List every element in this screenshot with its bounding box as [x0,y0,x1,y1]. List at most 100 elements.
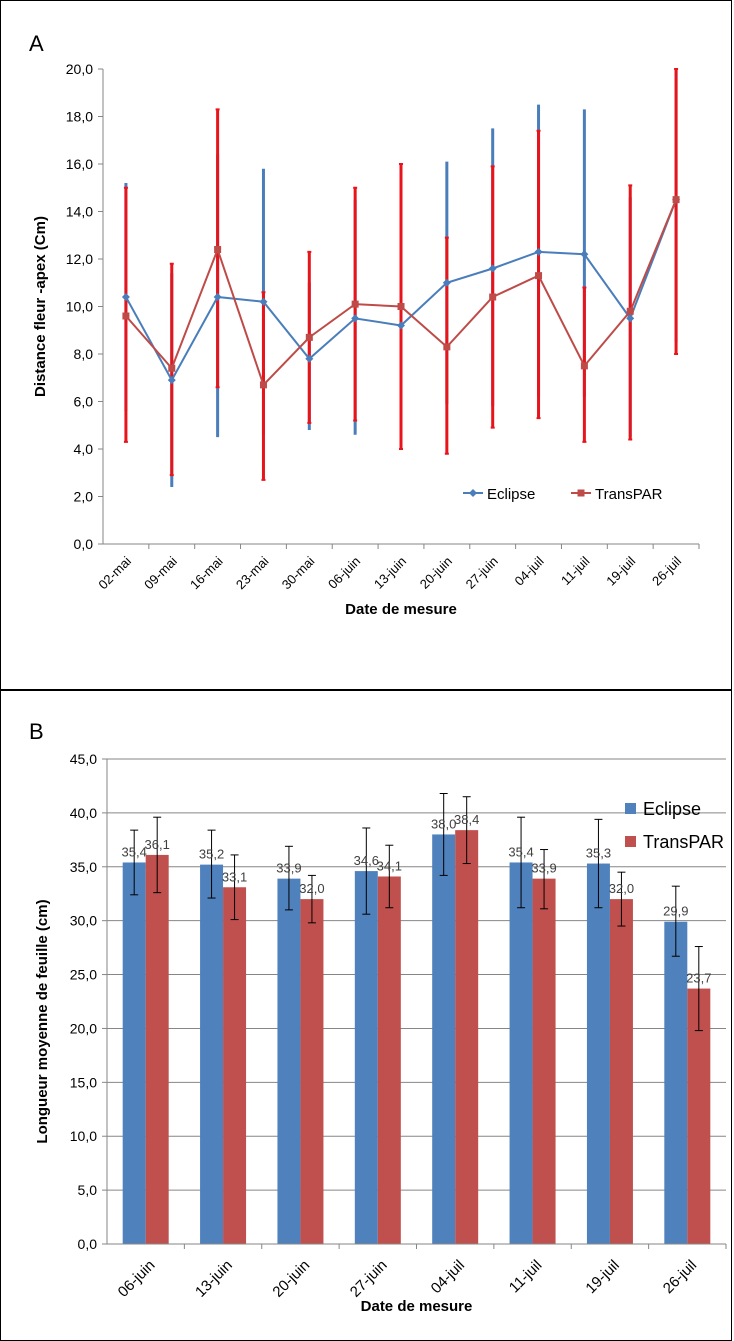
legend-eclipse-label: Eclipse [487,486,535,503]
chart-panel-b: B 0,0 5,0 10,0 15,0 20,0 25,0 30,0 35,0 40,0 45,0… [0,690,732,1341]
legend-transpar-label: TransPAR [595,486,663,503]
transpar-data-point [214,246,222,253]
data-label: 38,0 [431,816,456,831]
eclipse-bar [509,862,533,1244]
legend-eclipse-swatch [625,803,636,814]
transpar-data-point [259,381,267,389]
y-tick-label: 0,0 [74,536,94,552]
eclipse-data-point [580,250,589,259]
y-tick-label: 6,0 [74,394,94,410]
eclipse-bar [586,863,610,1244]
x-tick-label: 06-juin [325,554,363,592]
legend-transpar-swatch [625,836,636,847]
x-tick-label: 19-juil [603,553,638,588]
data-label: 34,6 [354,853,379,868]
transpar-data-point [305,333,313,341]
x-tick-label: 19-juil [582,1257,622,1297]
legend-eclipse-marker [469,489,477,497]
y-tick-label: 15,0 [70,1074,97,1090]
x-tick-label: 27-juin [463,554,501,592]
transpar-bar [145,854,169,1244]
eclipse-data-point [305,354,314,363]
eclipse-data-point [397,321,405,330]
transpar-bar [300,899,324,1244]
x-axis-title: Date de mesure [345,601,457,618]
x-tick-label: 13-juin [192,1257,236,1301]
transpar-data-point [351,300,359,308]
legend-eclipse-label: Eclipse [643,799,701,819]
y-tick-label: 10,0 [66,299,93,315]
x-tick-label: 11-juil [506,1257,546,1297]
x-tick-label: 09-mai [141,553,180,592]
line-chart: 0,0 2,0 4,0 6,0 8,0 10,0 12,0 14,0 16,0 18,0 20,0 0… [32,61,700,618]
y-tick-label: 25,0 [70,967,97,983]
eclipse-bar [277,878,301,1244]
data-label: 36,1 [145,837,170,852]
data-label: 33,9 [276,861,301,876]
eclipse-data-point [213,293,222,301]
y-tick-label: 40,0 [70,805,97,821]
eclipse-data-point [626,314,635,323]
transpar-bar [687,988,711,1244]
transpar-bar [455,830,479,1244]
data-label: 33,1 [222,869,247,884]
data-label: 34,1 [377,858,402,873]
x-tick-label: 02-mai [95,553,134,592]
eclipse-data-point [167,376,176,385]
eclipse-bar [122,862,146,1244]
transpar-data-point [535,272,543,280]
panel-label-b: B [29,719,44,744]
data-label: 33,9 [531,861,556,876]
data-label: 35,4 [122,844,147,859]
x-axis-title: Date de mesure [361,1298,473,1315]
eclipse-data-point [488,264,497,273]
y-tick-label: 5,0 [78,1182,98,1198]
transpar-data-point [168,364,176,372]
eclipse-data-point [442,278,451,287]
data-label: 32,0 [299,881,324,896]
data-label: 38,4 [454,812,479,827]
transpar-bar [532,878,556,1244]
data-label: 23,7 [686,971,711,986]
transpar-data-point [626,307,634,315]
bar-chart: 0,0 5,0 10,0 15,0 20,0 25,0 30,0 35,0 40,0 45,0 06… [34,751,727,1315]
y-axis-title: Longueur moyenne de feuille (cm) [34,899,51,1143]
y-axis-title: Distance fleur -apex (Cm) [32,216,49,397]
panel-label-a: A [29,31,44,56]
data-label: 29,9 [663,904,688,919]
y-tick-label: 18,0 [66,109,93,125]
y-tick-label: 2,0 [74,489,94,505]
eclipse-data-point [351,314,360,323]
y-tick-label: 35,0 [70,859,97,875]
x-tick-label: 11-juil [558,553,593,588]
transpar-data-point [672,196,680,204]
transpar-data-point [580,362,588,370]
y-tick-label: 20,0 [70,1020,97,1036]
transpar-bar [377,876,401,1244]
eclipse-data-point [121,293,130,301]
transpar-data-point [489,293,497,301]
y-tick-label: 10,0 [70,1128,97,1144]
data-label: 32,0 [609,881,634,896]
x-tick-label: 16-mai [187,553,226,592]
y-tick-label: 20,0 [66,61,93,77]
legend-transpar-label: TransPAR [643,832,724,852]
data-label: 35,2 [199,847,224,862]
legend-transpar-marker [577,489,585,497]
y-tick-label: 12,0 [66,251,93,267]
x-tick-label: 04-juil [428,1257,468,1297]
eclipse-data-point [534,247,543,256]
chart-panel-a: A 0,0 2,0 4,0 6,0 8,0 10,0 12,0 14,0 16,0 18,0 20,… [0,0,732,690]
y-tick-label: 16,0 [66,156,93,172]
y-tick-label: 0,0 [78,1236,98,1252]
x-tick-label: 13-juin [371,554,409,592]
x-tick-label: 26-juil [660,1257,700,1297]
x-tick-label: 20-juin [417,554,455,592]
data-label: 35,4 [508,844,533,859]
x-tick-label: 20-juin [269,1257,313,1301]
x-tick-label: 30-mai [279,553,318,592]
x-tick-label: 26-juil [649,553,684,588]
eclipse-data-point [259,297,268,306]
y-tick-label: 30,0 [70,913,97,929]
transpar-data-point [443,343,451,351]
